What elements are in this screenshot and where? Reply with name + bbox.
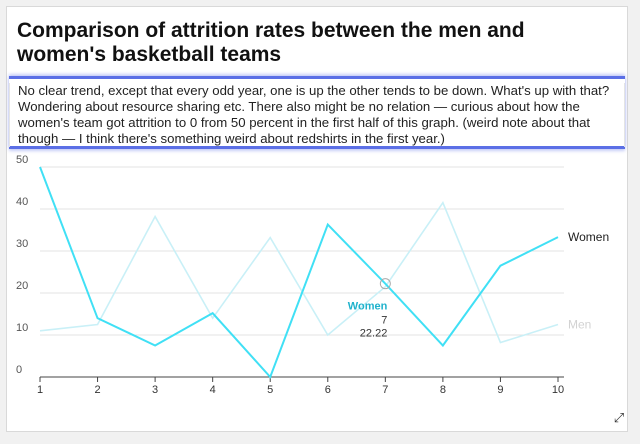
y-tick-label: 10 [16,322,28,334]
hover-marker [379,278,391,290]
x-tick-label: 6 [325,384,331,396]
x-tick-label: 2 [94,384,100,396]
y-tick-label: 40 [16,196,28,208]
x-tick-label: 8 [440,384,446,396]
women-series-line[interactable] [39,166,559,379]
x-tick-label: 4 [210,384,216,396]
x-tick-label: 10 [552,384,564,396]
x-tick-label: 3 [152,384,158,396]
resize-handle-icon[interactable]: ⤢ [613,410,625,425]
x-tick-label: 7 [382,384,388,396]
tooltip-series-name: Women [348,301,388,313]
chart-card: Comparison of attrition rates between th… [6,6,628,432]
women-series-label: Women [568,230,609,244]
y-tick-label: 50 [16,154,28,166]
y-tick-label: 20 [16,280,28,292]
chart-title: Comparison of attrition rates between th… [17,19,525,66]
chart-description[interactable]: No clear trend, except that every odd ye… [9,76,625,149]
tooltip-x-value: 7 [381,315,387,327]
chart-description-text: No clear trend, except that every odd ye… [9,83,625,147]
y-tick-label: 30 [16,238,28,250]
men-series-line[interactable] [39,201,559,344]
men-series-label: Men [568,318,591,332]
y-tick-label: 0 [16,364,22,376]
x-tick-label: 1 [37,384,43,396]
x-tick-label: 9 [497,384,503,396]
x-tick-label: 5 [267,384,273,396]
tooltip-y-value: 22.22 [360,328,388,340]
